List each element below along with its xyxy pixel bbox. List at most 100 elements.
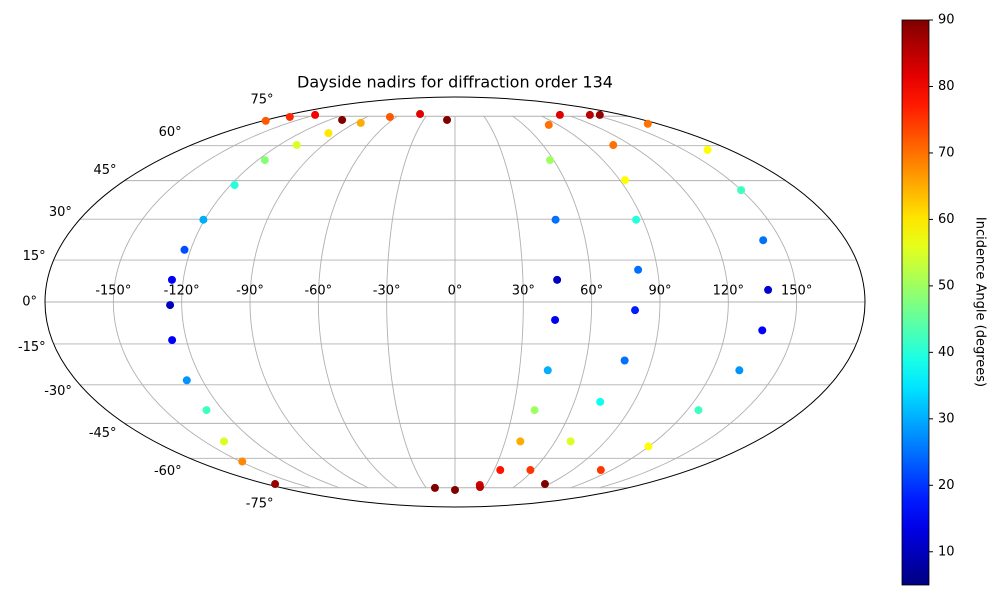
data-point [180,245,189,254]
grid-line [541,115,661,489]
data-point [555,110,564,119]
grid-line [181,115,340,489]
data-point [199,215,208,224]
data-point [166,301,175,310]
data-point [530,406,539,415]
data-point [735,366,744,375]
x-tick-label: -120° [164,284,200,299]
data-point [167,275,176,284]
y-tick-label: -45° [89,426,117,441]
data-point [540,480,549,489]
x-tick-label: 30° [512,284,535,299]
y-tick-label: -75° [246,497,274,512]
data-point [324,129,333,138]
data-point [634,265,643,274]
x-tick-label: 0° [448,284,463,299]
chart-title: Dayside nadirs for diffraction order 134 [297,73,613,92]
data-point [694,406,703,415]
colorbar-tick-label: 60 [938,212,955,227]
data-point [643,119,652,128]
data-point [596,466,605,475]
grid-line [599,115,798,489]
y-tick-label: -15° [18,340,46,355]
grid-line [512,115,593,489]
x-tick-label: 60° [580,284,603,299]
y-tick-label: 30° [49,205,72,220]
x-tick-label: -60° [304,284,332,299]
data-point [271,480,280,489]
grid-line [249,115,369,489]
colorbar-tick-label: 50 [938,278,955,293]
colorbar-tick-label: 90 [938,13,955,28]
y-tick-label: 60° [159,125,182,140]
data-point [632,215,641,224]
map-boundary [44,96,866,508]
data-point [759,236,768,245]
data-point [620,356,629,365]
data-point [758,326,767,335]
grid-line [483,116,524,488]
grid-line [112,115,311,489]
data-point [551,315,560,324]
grid-line [570,115,729,489]
data-point [764,285,773,294]
data-point [526,466,535,475]
y-tick-label: -30° [44,384,72,399]
data-point [596,397,605,406]
data-point [545,156,554,165]
data-point [311,110,320,119]
data-point [416,110,425,119]
data-point [475,483,484,492]
grid-line [317,115,398,489]
colorbar-label: Incidence Angle (degrees) [973,217,988,387]
colorbar [901,19,930,586]
x-tick-label: -150° [95,284,131,299]
colorbar-tick-label: 40 [938,345,955,360]
data-point [516,437,525,446]
colorbar-tick-label: 30 [938,411,955,426]
data-point [338,115,347,124]
data-point [543,366,552,375]
data-point [356,118,365,127]
x-tick-label: -90° [236,284,264,299]
data-point [703,145,712,154]
data-point [631,306,640,315]
data-point [609,141,618,150]
colorbar-tick-label: 80 [938,79,955,94]
y-tick-label: 15° [23,249,46,264]
data-point [595,110,604,119]
grid-line [386,116,427,488]
data-point [182,376,191,385]
data-point [238,457,247,466]
data-point [737,186,746,195]
x-tick-label: 90° [648,284,671,299]
data-point [202,406,211,415]
y-tick-label: -60° [154,464,182,479]
data-point [644,442,653,451]
data-point [620,176,629,185]
x-tick-label: 150° [781,284,812,299]
data-point [544,120,553,129]
y-tick-label: 75° [250,92,273,107]
colorbar-tick-label: 20 [938,478,955,493]
x-tick-label: -30° [373,284,401,299]
data-point [219,437,228,446]
y-tick-label: 45° [94,163,117,178]
data-point [168,336,177,345]
data-point [261,116,270,125]
data-point [430,483,439,492]
data-point [553,275,562,284]
colorbar-tick-label: 70 [938,145,955,160]
data-point [385,112,394,121]
x-tick-label: 120° [713,284,744,299]
data-point [585,110,594,119]
data-point [260,156,269,165]
data-point [443,115,452,124]
data-point [496,466,505,475]
data-point [566,437,575,446]
data-point [230,181,239,190]
data-point [292,141,301,150]
data-point [551,215,560,224]
data-point [451,485,459,494]
